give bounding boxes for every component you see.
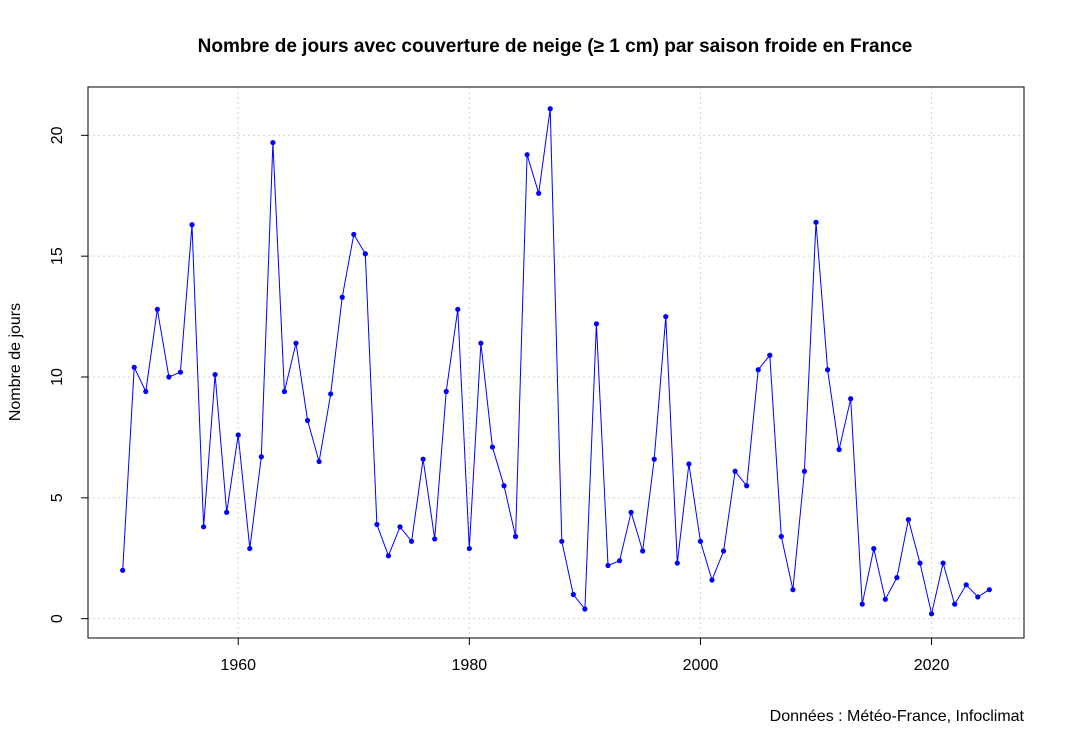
data-point xyxy=(455,306,461,312)
data-point xyxy=(894,574,900,581)
data-point xyxy=(131,364,137,370)
data-point xyxy=(408,538,415,544)
data-point xyxy=(120,567,126,573)
data-point xyxy=(224,509,230,515)
data-point xyxy=(674,560,680,566)
data-point xyxy=(686,461,692,467)
data-point xyxy=(547,106,553,112)
data-point xyxy=(339,294,345,300)
plot-frame xyxy=(87,86,1025,639)
y-tick-label: 20 xyxy=(49,126,66,144)
data-point xyxy=(293,340,299,346)
data-point xyxy=(570,591,576,598)
data-point xyxy=(478,340,484,346)
data-point xyxy=(801,468,808,474)
data-point xyxy=(952,601,958,607)
data-point xyxy=(385,553,392,559)
data-point xyxy=(154,306,160,312)
data-source-caption: Données : Météo-France, Infoclimat xyxy=(770,708,1025,725)
data-point xyxy=(316,458,322,465)
data-point xyxy=(177,369,184,375)
data-point xyxy=(986,587,992,593)
data-point xyxy=(443,388,449,395)
x-tick-label: 1980 xyxy=(452,657,488,674)
data-point xyxy=(720,548,727,554)
data-point xyxy=(432,536,438,542)
data-point xyxy=(778,533,784,540)
data-point xyxy=(536,190,542,196)
data-point xyxy=(189,222,195,228)
data-point xyxy=(651,456,657,462)
data-point xyxy=(143,388,149,395)
data-point xyxy=(593,321,600,327)
data-point xyxy=(466,545,472,552)
data-point xyxy=(963,582,969,588)
data-point xyxy=(975,594,981,600)
data-point xyxy=(640,548,646,554)
data-point xyxy=(397,524,403,530)
data-point xyxy=(362,251,368,257)
data-point xyxy=(871,545,877,552)
data-point xyxy=(281,388,288,395)
grid xyxy=(88,87,1024,638)
data-point xyxy=(605,562,611,569)
data-point xyxy=(351,231,357,238)
data-point xyxy=(270,139,276,146)
x-tick-label: 2020 xyxy=(914,657,950,674)
data-point xyxy=(928,611,935,617)
data-point xyxy=(501,483,507,489)
data-point xyxy=(767,352,773,358)
y-tick-label: 10 xyxy=(49,368,66,386)
data-point xyxy=(304,417,311,424)
y-tick-label: 5 xyxy=(49,493,66,502)
data-point xyxy=(697,538,704,544)
data-point xyxy=(905,516,912,523)
data-point xyxy=(328,391,334,397)
chart-title: Nombre de jours avec couverture de neige… xyxy=(198,36,913,57)
data-point xyxy=(559,538,565,544)
data-point xyxy=(247,545,253,552)
data-point xyxy=(755,367,761,373)
data-point xyxy=(940,560,946,566)
data-point xyxy=(489,444,496,450)
data-point xyxy=(859,601,865,607)
axes: 1960 1980 2000 2020 0 5 10 15 20 xyxy=(49,126,949,674)
data-point xyxy=(709,577,715,583)
data-point xyxy=(744,483,750,489)
data-point xyxy=(374,521,380,528)
data-point xyxy=(258,454,264,460)
data-point xyxy=(166,374,172,380)
x-tick-label: 1960 xyxy=(220,657,256,674)
data-point xyxy=(663,313,669,320)
data-point xyxy=(512,533,519,540)
x-tick-label: 2000 xyxy=(683,657,719,674)
data-point xyxy=(582,606,588,612)
series-line xyxy=(122,108,990,614)
data-point xyxy=(628,509,634,515)
data-point xyxy=(848,396,854,402)
y-tick-label: 0 xyxy=(49,614,66,623)
data-point xyxy=(732,468,738,474)
data-point xyxy=(200,524,207,530)
data-point xyxy=(882,596,888,602)
series-snow-days xyxy=(120,106,992,617)
data-point xyxy=(836,446,842,453)
y-tick-label: 15 xyxy=(49,247,66,265)
data-point xyxy=(420,456,426,462)
data-point xyxy=(616,558,623,564)
data-point xyxy=(212,371,218,378)
data-point xyxy=(824,367,831,373)
data-point xyxy=(813,219,819,225)
data-point xyxy=(917,560,923,566)
data-point xyxy=(235,432,241,438)
data-point xyxy=(790,587,796,593)
y-axis-label: Nombre de jours xyxy=(7,303,24,421)
data-point xyxy=(524,152,530,158)
